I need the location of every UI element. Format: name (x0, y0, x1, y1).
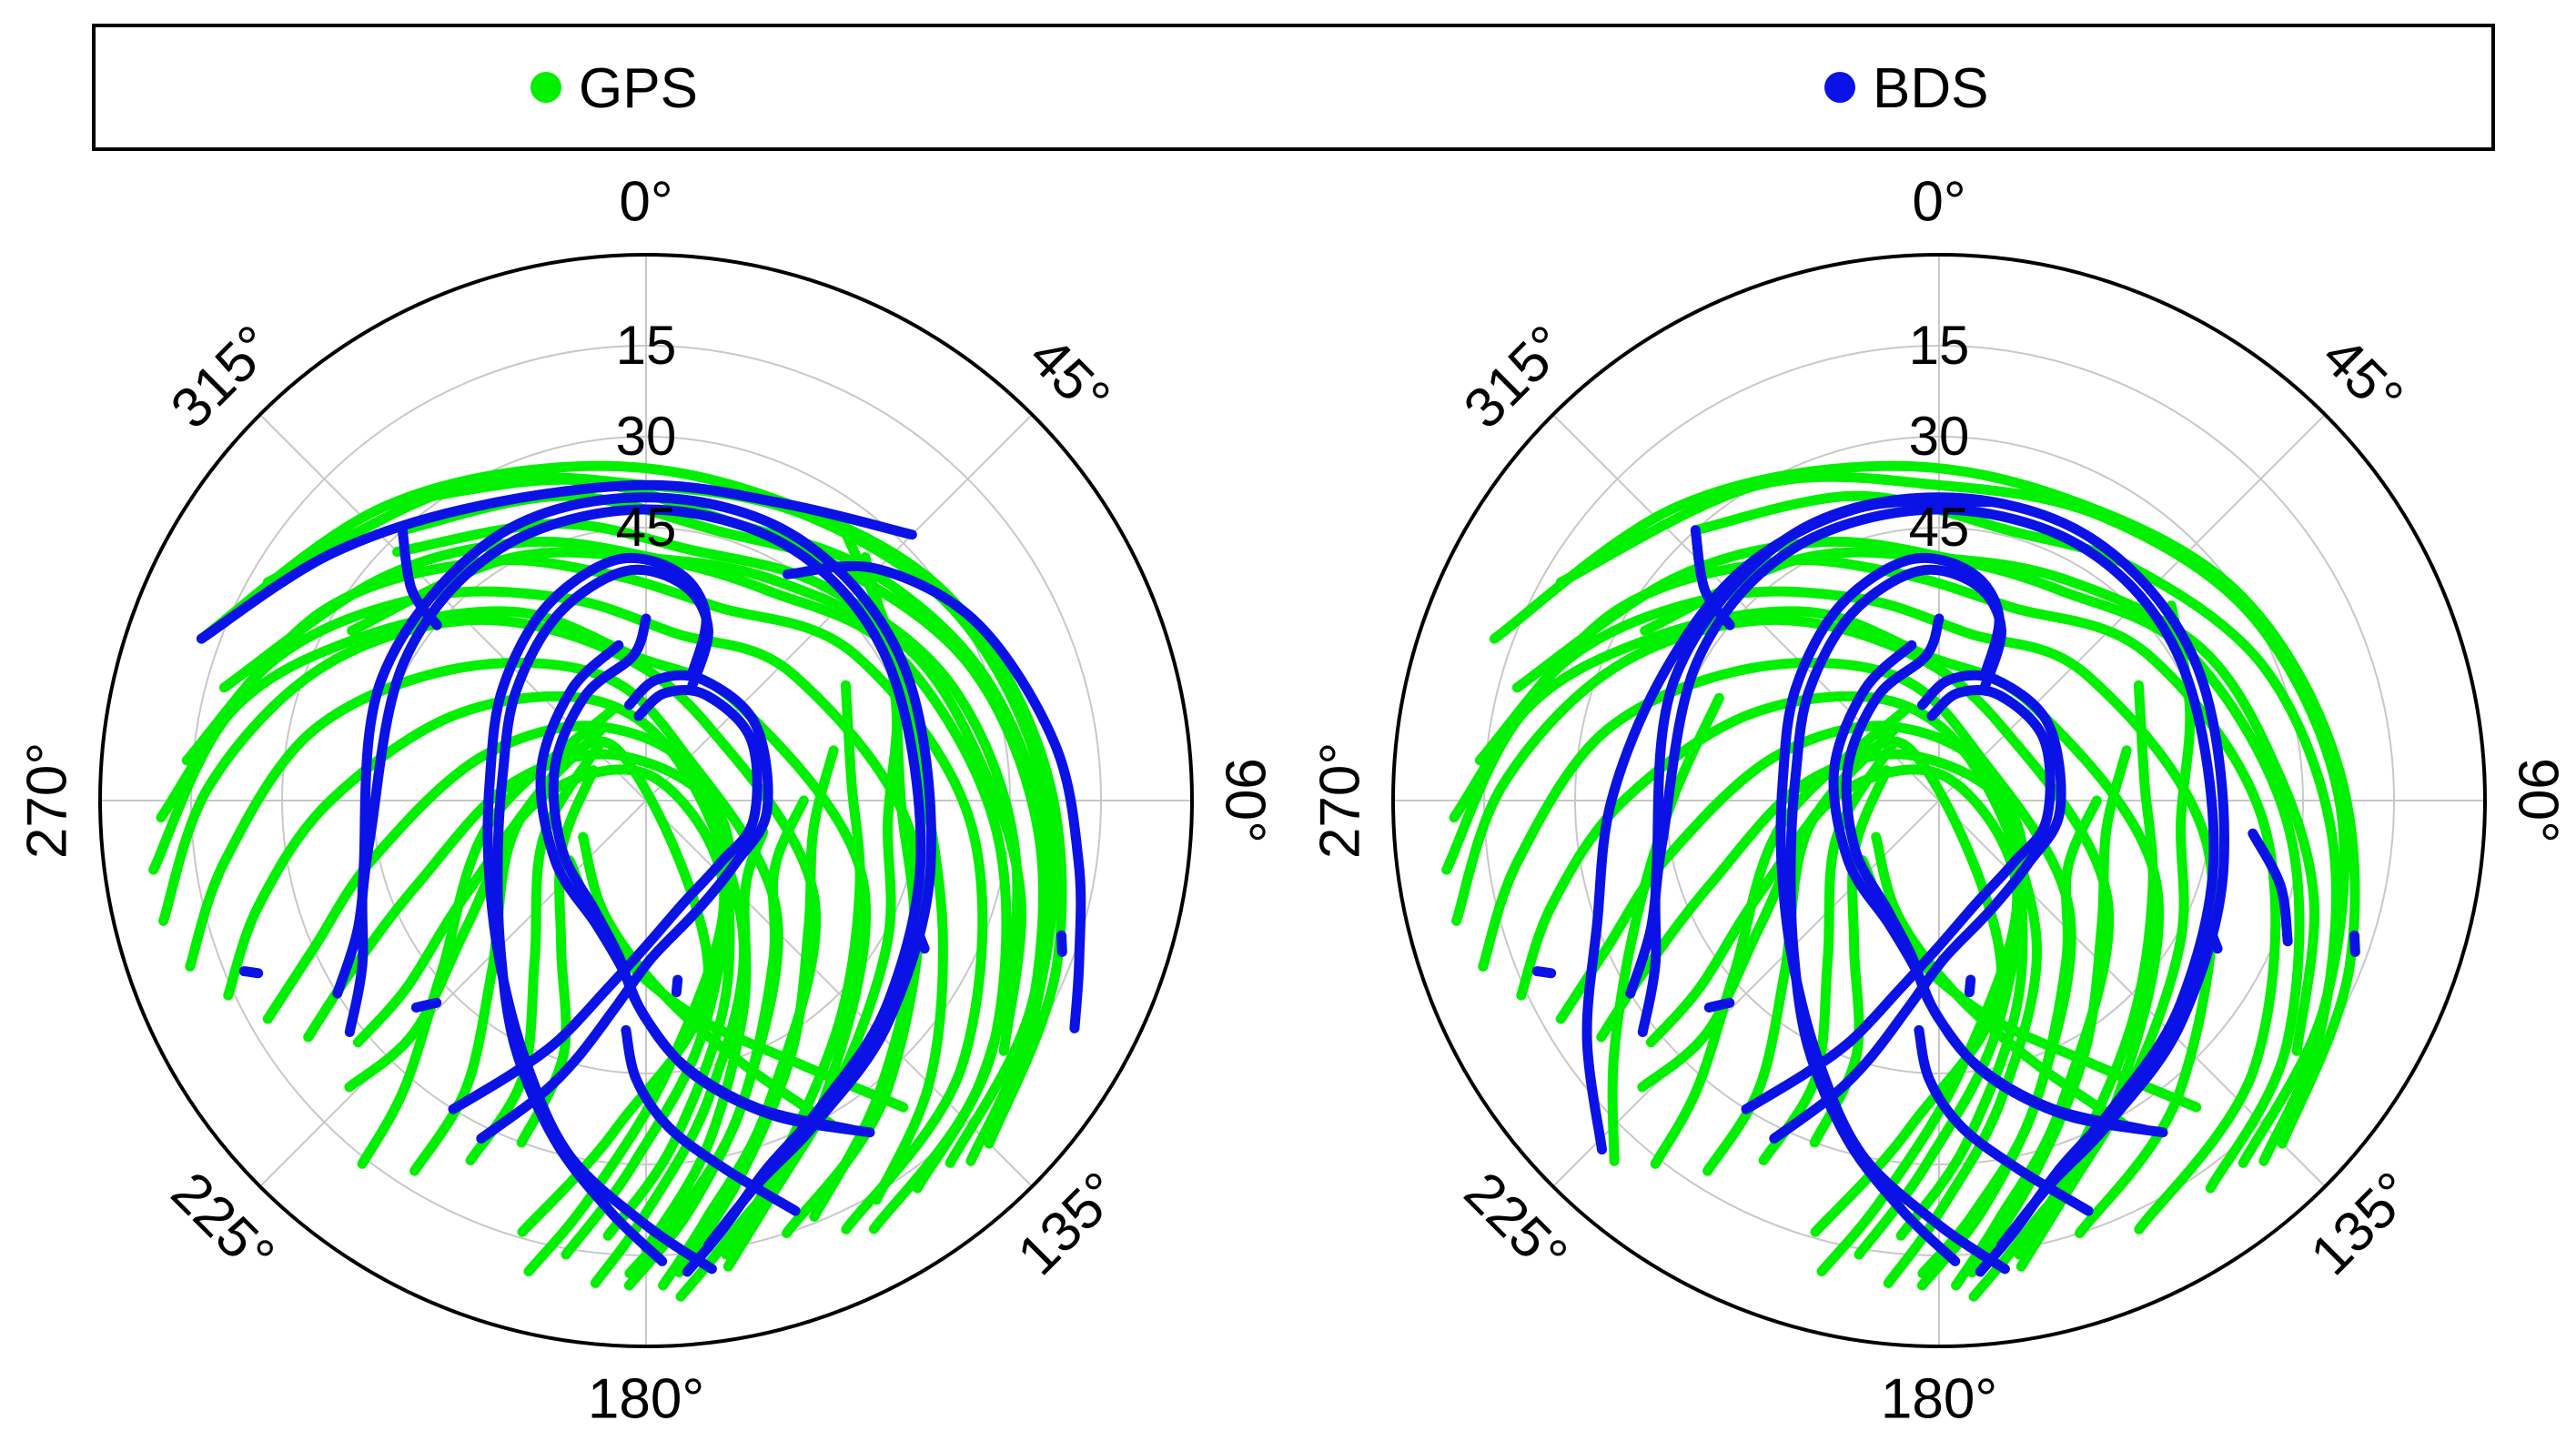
bds-track-1 (196, 479, 917, 644)
legend-label-bds: BDS (1873, 57, 1988, 120)
gps-track-3 (1511, 536, 2305, 1194)
angular-tick-label-0: 0° (619, 171, 672, 234)
gps-track-12 (262, 720, 735, 1241)
legend-marker-bds (1824, 72, 1855, 103)
angular-tick-label-90: 90° (1214, 758, 1277, 843)
bds-track-12 (2349, 930, 2360, 957)
bds-track-3 (1637, 492, 2229, 1250)
bds-track-5 (1769, 670, 2066, 1144)
gps-track-16 (347, 547, 1027, 1056)
gps-track-15 (2015, 600, 2196, 1272)
gps-track-14 (1640, 547, 2320, 1056)
bds-track-7 (482, 552, 717, 1275)
series-bds (196, 479, 1086, 1277)
legend-marker-gps (530, 72, 561, 103)
angular-tick-label-90: 90° (2507, 758, 2570, 843)
bds-track-16 (238, 966, 264, 979)
bds-track-10 (621, 1024, 801, 1216)
gps-track-12 (1645, 764, 2023, 1276)
gps-track-25 (465, 740, 605, 1165)
radial-tick-label-15: 15 (1909, 315, 1970, 376)
bds-track-7 (1775, 552, 2010, 1275)
gps-track-11 (1596, 749, 2029, 1260)
bds-track-4 (1741, 685, 2056, 1114)
outer-circle (1391, 253, 2487, 1348)
series-bds (1531, 492, 2360, 1277)
bds-track-15 (2207, 928, 2223, 954)
angular-tick-label-0: 0° (1912, 171, 1965, 234)
bds-track-3 (344, 492, 936, 1250)
gps-track-20 (1758, 740, 1898, 1165)
grid-spoke-225 (259, 800, 647, 1187)
bds-track-13 (410, 997, 442, 1013)
legend-label-gps: GPS (579, 57, 698, 120)
angular-tick-label-270: 270° (16, 742, 79, 859)
gps-track-25 (1607, 692, 1724, 1166)
bds-track-5 (476, 670, 773, 1144)
bds-track-13 (1703, 997, 1735, 1013)
gps-track-6 (181, 555, 988, 1234)
radial-tick-label-45: 45 (1909, 497, 1970, 558)
gps-track-17 (1966, 745, 2132, 1278)
outer-circle (98, 253, 1194, 1348)
gps-track-4 (1474, 555, 2281, 1234)
bds-track-10 (1914, 1024, 2094, 1216)
grid-spoke-135 (645, 800, 1033, 1187)
legend-box (92, 24, 2495, 151)
grid-spoke-135 (1938, 800, 2326, 1187)
radial-tick-label-45: 45 (616, 497, 677, 558)
radial-tick-label-15: 15 (616, 315, 677, 376)
gps-track-21 (673, 745, 839, 1278)
bds-track-15 (914, 928, 930, 954)
gps-track-9 (1516, 690, 2043, 1288)
bds-track-14 (1964, 974, 1976, 998)
gps-track-11 (223, 690, 750, 1288)
gps-track-14 (352, 764, 730, 1276)
angular-tick-label-180: 180° (588, 1368, 704, 1431)
gps-track-13 (303, 749, 736, 1260)
bds-track-11 (2248, 828, 2293, 947)
bds-track-9 (1828, 640, 2168, 1138)
angular-tick-label-270: 270° (1309, 742, 1372, 859)
bds-track-9 (535, 640, 875, 1138)
bds-track-12 (1056, 930, 1067, 957)
bds-track-16 (1531, 966, 1557, 979)
gps-track-5 (218, 536, 1012, 1194)
gps-track-23 (641, 827, 769, 1255)
bds-track-14 (671, 974, 683, 998)
bds-track-4 (448, 685, 763, 1114)
radial-tick-label-30: 30 (1909, 406, 1970, 467)
bds-track-11 (782, 560, 1086, 1033)
angular-tick-label-180: 180° (1881, 1368, 1997, 1431)
radial-tick-label-30: 30 (616, 406, 677, 467)
legend: GPS BDS (92, 24, 2495, 151)
